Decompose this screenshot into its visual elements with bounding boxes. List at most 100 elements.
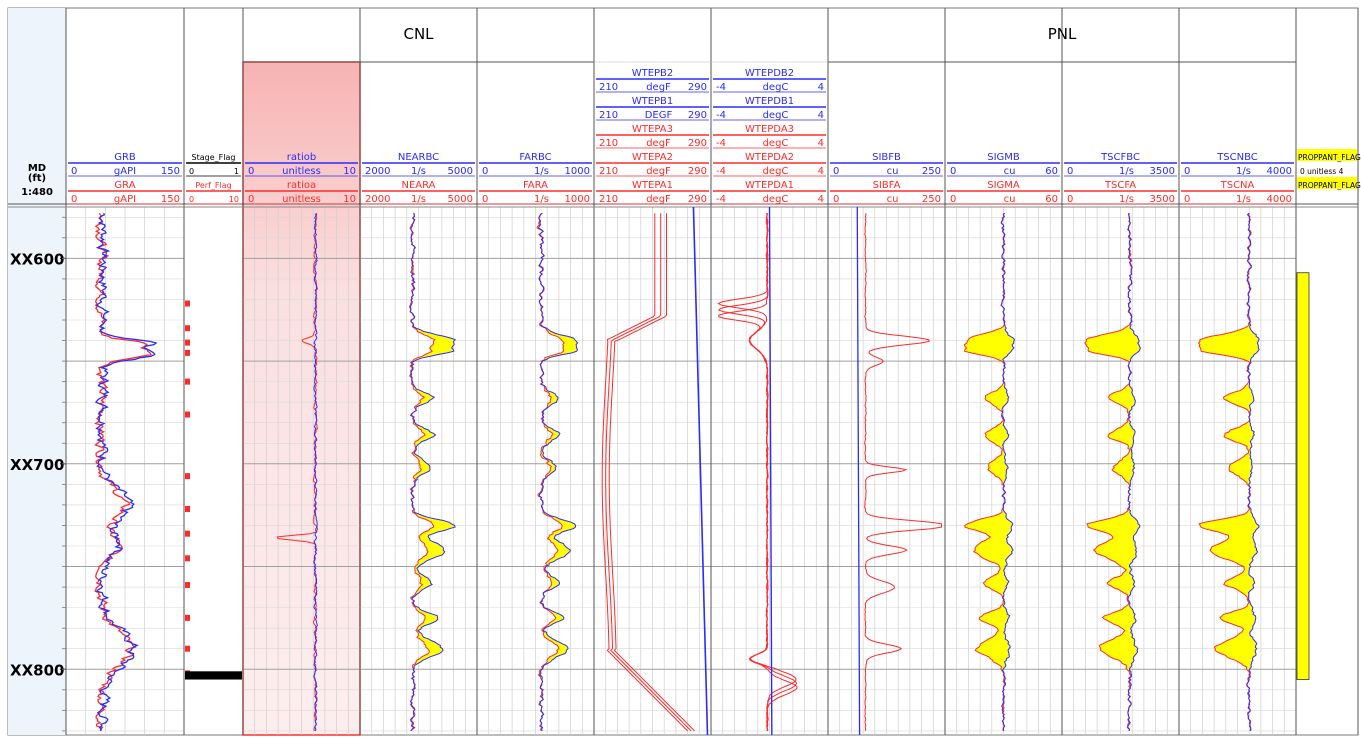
legend-tscn: TSCNBC 0 1/s 4000 TSCNA 0 1/s 4000 <box>1181 152 1294 205</box>
legend-unit: 1/s <box>1119 166 1134 177</box>
sigm-curves <box>963 212 1016 731</box>
legend-max: 150 <box>161 166 180 177</box>
legend-unit: degC <box>763 166 789 177</box>
far-curves <box>536 212 579 732</box>
track-grid-far <box>477 207 594 735</box>
perf-flag-mark <box>185 349 190 356</box>
legend-max: 1000 <box>565 166 590 177</box>
perf-flag-mark <box>185 325 190 332</box>
legend-max: 290 <box>688 194 707 205</box>
legend-max: 4 <box>818 138 824 149</box>
tscn-curves <box>1197 212 1260 732</box>
legend-unit: gAPI <box>114 166 136 177</box>
depth-tick-label: XX600 <box>10 250 64 268</box>
legend-min: 0 <box>1067 194 1073 205</box>
perf-flag-mark <box>185 555 190 562</box>
perf-flag-mark <box>185 645 190 652</box>
legend-curve-name: FARA <box>523 180 548 191</box>
perf-flag-mark <box>185 473 190 480</box>
legend-curve-name: WTEPDA2 <box>745 152 794 163</box>
depth-tick-label: XX700 <box>10 456 64 474</box>
legend-tscf: TSCFBC 0 1/s 3500 TSCFA 0 1/s 3500 <box>1064 152 1177 205</box>
legend-ratio: ratiob 0 unitless 10 ratioa 0 unitless 10 <box>245 152 358 205</box>
legend-curve-name: WTEPB2 <box>632 68 674 79</box>
legend-max: 4 <box>818 110 824 121</box>
legend-sigm: SIGMB 0 cu 60 SIGMA 0 cu 60 <box>947 152 1060 205</box>
legend-curve-name: NEARBC <box>398 152 439 163</box>
legend-curve-name: ratiob <box>287 152 316 163</box>
legend-unit: gAPI <box>114 194 136 205</box>
legend-unit: cu <box>1004 194 1016 205</box>
legend-min: 0 <box>950 166 956 177</box>
wtepd-curves <box>717 206 798 736</box>
legend-curve-name: SIBFA <box>873 180 901 191</box>
legend-min: 0 <box>482 194 488 205</box>
legend-max: 1000 <box>565 194 590 205</box>
legend-max: 10 <box>229 195 239 204</box>
legend-min: 0 <box>1184 166 1190 177</box>
legend-unit: 1/s <box>534 194 549 205</box>
curve-blue <box>94 212 158 732</box>
track-grid-wtepd <box>711 207 828 735</box>
legend-unit: 1/s <box>411 166 426 177</box>
curve-red <box>601 213 688 732</box>
depth-title: MD <box>28 163 46 174</box>
legend-curve-name: PROPPANT_FLAG <box>1298 181 1361 190</box>
tscf-curves <box>1084 213 1141 732</box>
legend-min: -4 <box>716 194 726 205</box>
legend-unit: cu <box>887 166 899 177</box>
legend-curve-name: GRB <box>114 152 136 163</box>
legend-wtep: WTEPB2 210 degF 290 WTEPB1 210 DEGF 290 WTEPA3 21… <box>596 68 709 205</box>
legend-min: -4 <box>716 138 726 149</box>
legend-unit: degC <box>763 138 789 149</box>
legend-unit: degF <box>646 166 671 177</box>
legend-min: 210 <box>599 166 618 177</box>
legend-curve-name: NEARA <box>401 180 435 191</box>
legend-far: FARBC 0 1/s 1000 FARA 0 1/s 1000 <box>479 152 592 205</box>
legend-max: 4 <box>818 166 824 177</box>
legend-min: 2000 <box>365 166 390 177</box>
group-label-cnl: CNL <box>403 25 434 43</box>
legend-unit: degC <box>763 194 789 205</box>
depth-scale: 1:480 <box>21 187 53 198</box>
curve-fill <box>537 213 578 731</box>
legend-near: NEARBC 2000 1/s 5000 NEARA 2000 1/s 5000 <box>362 152 475 205</box>
curve-blue <box>692 206 709 736</box>
proppant-flag-bar <box>1296 272 1310 680</box>
legend-max: 4000 <box>1267 194 1292 205</box>
legend-max: 290 <box>688 82 707 93</box>
curve-blue <box>409 213 457 732</box>
legend-max: 5000 <box>448 194 473 205</box>
legend-wtepd: WTEPDB2 -4 degC 4 WTEPDB1 -4 degC 4 WTEPDA3 -4 deg… <box>713 68 826 205</box>
legend-min: 0 <box>71 166 77 177</box>
legend-curve-name: TSCNA <box>1220 180 1255 191</box>
legend-max: 250 <box>922 166 941 177</box>
legend-min: 210 <box>599 194 618 205</box>
legend-min: -4 <box>716 110 726 121</box>
legend-unit: degF <box>646 138 671 149</box>
legend-curve-name: WTEPDB2 <box>745 68 794 79</box>
wtep-curves <box>601 206 709 736</box>
legend-min: 0 <box>950 194 956 205</box>
legend-curve-name: SIGMA <box>987 180 1020 191</box>
legend-min: 0 <box>189 195 194 204</box>
curve-fill <box>409 213 456 731</box>
legend-min: -4 <box>716 166 726 177</box>
legend-max: 3500 <box>1150 166 1175 177</box>
legend-unit: DEGF <box>645 110 673 121</box>
legend-unit: degF <box>646 82 671 93</box>
near-curves <box>408 212 457 732</box>
legend-min: 0 <box>71 194 77 205</box>
perf-flag-mark <box>185 300 190 307</box>
perf-flag-mark <box>185 378 190 385</box>
perf-flag-mark <box>185 339 190 346</box>
perf-flag-mark <box>185 614 190 621</box>
legend-min: 210 <box>599 110 618 121</box>
legend-curve-name: ratioa <box>287 180 316 191</box>
legend-max: 10 <box>343 166 356 177</box>
ratio-curves <box>276 212 319 732</box>
legend-sibf: SIBFB 0 cu 250 SIBFA 0 cu 250 <box>830 152 943 205</box>
track-grid-ratio <box>243 207 360 735</box>
track-grid-gr <box>66 207 184 735</box>
legend-min: 0 <box>833 166 839 177</box>
